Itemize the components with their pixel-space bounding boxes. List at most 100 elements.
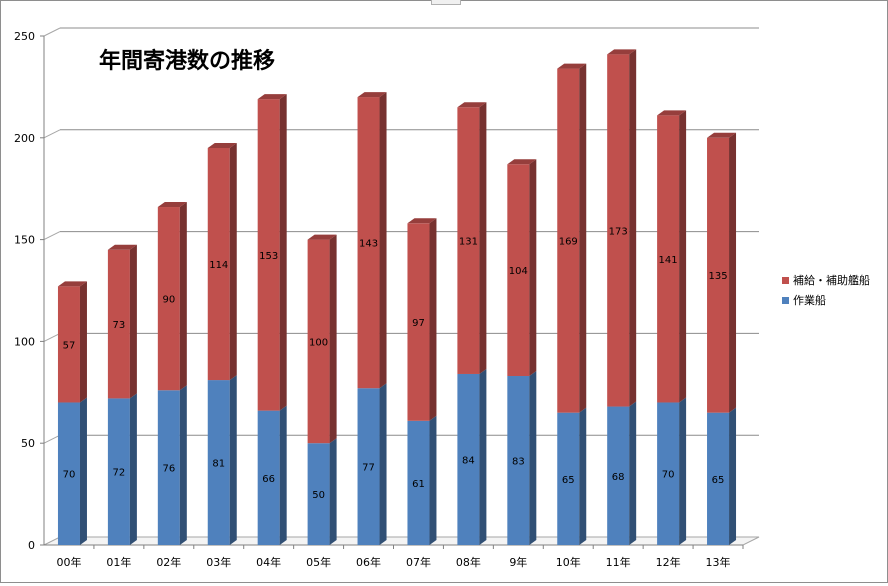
gridlines xyxy=(43,27,759,444)
bar-side xyxy=(729,132,737,413)
bar-front xyxy=(57,286,80,403)
bar-front xyxy=(707,412,730,545)
bar-segment: 66 xyxy=(257,405,287,545)
data-label: 90 xyxy=(162,295,175,306)
x-tick-label: 08年 xyxy=(456,555,481,569)
bar-front xyxy=(657,402,680,545)
bar-side xyxy=(579,407,587,545)
bar-side xyxy=(279,405,287,545)
chart-title: 年間寄港数の推移 xyxy=(99,48,275,74)
bar-segment: 173 xyxy=(607,49,637,407)
bar-segment: 135 xyxy=(707,132,737,413)
y-tick-label: 200 xyxy=(14,132,35,145)
x-tick-label: 04年 xyxy=(256,555,281,569)
bar-front xyxy=(407,223,430,421)
bar-side xyxy=(629,401,637,545)
data-label: 81 xyxy=(212,459,225,470)
data-label: 68 xyxy=(612,472,625,483)
bar-front xyxy=(507,164,530,377)
bar-segment: 143 xyxy=(357,92,387,389)
bar-front xyxy=(707,137,730,413)
bar-front xyxy=(107,249,130,399)
bar-top xyxy=(707,132,737,138)
bar-segment: 70 xyxy=(657,397,687,545)
resize-handle[interactable] xyxy=(431,0,461,5)
bar-segment: 141 xyxy=(657,110,687,403)
bar-segment: 90 xyxy=(157,202,187,391)
bar-top xyxy=(207,142,237,148)
bar-side xyxy=(329,234,337,444)
x-tick-label: 00年 xyxy=(56,555,81,569)
bar-front xyxy=(207,380,230,545)
bar-front xyxy=(57,402,80,545)
bar-side xyxy=(179,202,187,391)
data-label: 72 xyxy=(113,468,126,479)
bar-segment: 114 xyxy=(207,142,237,381)
bar-segment: 97 xyxy=(407,218,437,421)
legend-swatch xyxy=(782,297,789,304)
bar-side xyxy=(129,393,137,545)
bar-front xyxy=(157,390,180,545)
data-label: 169 xyxy=(559,237,578,248)
gridline-diagonal xyxy=(43,129,61,139)
x-tick-label: 12年 xyxy=(656,555,681,569)
data-label: 131 xyxy=(459,237,478,248)
x-axis-ticks: 00年 01年 02年 03年 04年 05年 06年 07年 08年 9年 10年 11年 12年 13… xyxy=(56,555,730,569)
bar-side xyxy=(229,142,237,381)
gridline-diagonal xyxy=(43,27,61,37)
bar-side xyxy=(79,281,87,403)
bar-front xyxy=(307,239,330,444)
bar-top xyxy=(357,92,387,98)
bar-side xyxy=(379,383,387,545)
x-tick-label: 01年 xyxy=(106,555,131,569)
gridline-diagonal xyxy=(43,231,61,241)
x-tick-label: 13年 xyxy=(706,555,731,569)
legend-label: 作業船 xyxy=(793,293,826,307)
legend-swatch xyxy=(782,277,789,284)
axes xyxy=(40,35,744,549)
x-tick-label: 05年 xyxy=(306,555,331,569)
bar-segment: 61 xyxy=(407,415,437,545)
data-label: 97 xyxy=(412,318,425,329)
bar-segment: 73 xyxy=(107,244,137,399)
bar-front xyxy=(407,420,430,545)
bar-side xyxy=(729,407,737,545)
data-label: 73 xyxy=(113,320,126,331)
plot-floor xyxy=(43,536,760,546)
data-label: 135 xyxy=(708,271,727,282)
bars: 70 57 72 73 76 90 81 114 66 153 50 100 77 143 61 97 84 13… xyxy=(57,49,737,545)
bar-top xyxy=(607,49,637,55)
bar-front xyxy=(257,410,280,545)
bar-front xyxy=(507,376,530,545)
bar-side xyxy=(529,159,537,377)
chart-floor xyxy=(43,536,760,546)
bar-top xyxy=(507,159,537,165)
x-tick-label: 10年 xyxy=(556,555,581,569)
bar-segment: 65 xyxy=(707,407,737,545)
bar-front xyxy=(607,406,630,545)
data-label: 65 xyxy=(712,475,725,486)
y-axis-ticks: 0 50 100 150 200 250 xyxy=(14,30,35,552)
bar-front xyxy=(357,97,380,389)
data-label: 66 xyxy=(262,474,275,485)
data-label: 76 xyxy=(162,464,175,475)
bar-segment: 84 xyxy=(457,368,487,545)
bar-top xyxy=(657,110,687,116)
bar-side xyxy=(179,385,187,545)
x-tick-label: 03年 xyxy=(206,555,231,569)
bar-side xyxy=(479,368,487,545)
bar-front xyxy=(357,388,380,545)
data-label: 83 xyxy=(512,457,525,468)
legend-label: 補給・補助艦船 xyxy=(793,273,870,287)
y-tick-label: 150 xyxy=(14,234,35,247)
bar-front xyxy=(257,99,280,411)
bar-side xyxy=(329,438,337,545)
bar-side xyxy=(229,375,237,545)
bar-top xyxy=(307,234,337,240)
bar-segment: 83 xyxy=(507,371,537,545)
x-tick-label: 06年 xyxy=(356,555,381,569)
bar-segment: 68 xyxy=(607,401,637,545)
y-tick-label: 100 xyxy=(14,335,35,348)
bar-segment: 76 xyxy=(157,385,187,545)
